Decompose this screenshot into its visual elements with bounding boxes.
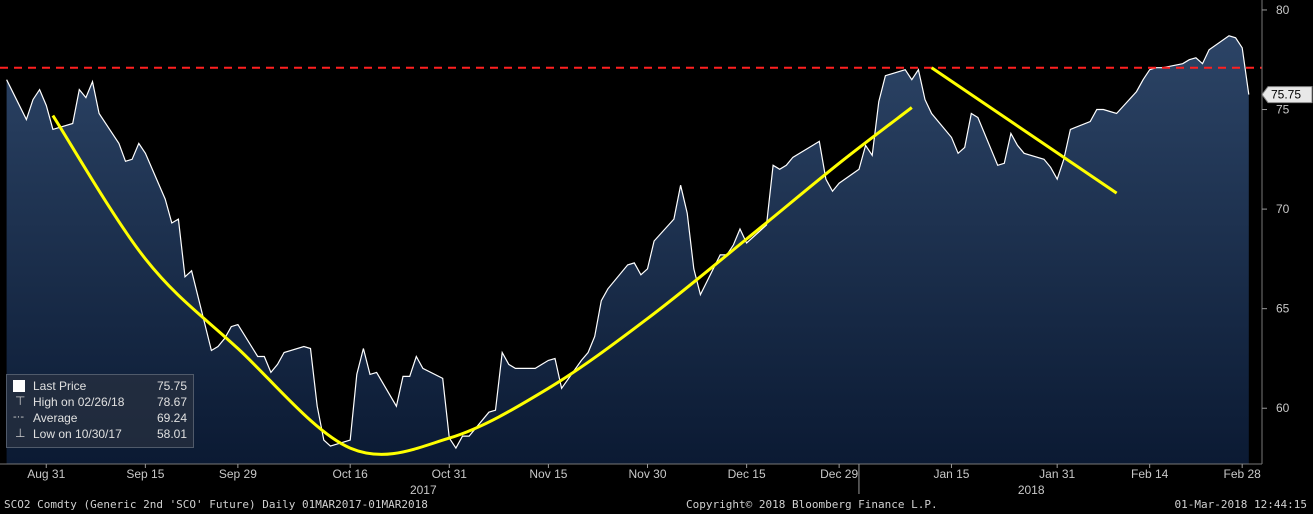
footer-copyright: Copyright© 2018 Bloomberg Finance L.P.	[686, 498, 938, 511]
legend-label: Average	[33, 411, 78, 425]
legend-entry-average: Average 69.24	[13, 411, 191, 426]
legend-value: 58.01	[156, 427, 187, 441]
y-tick-label: 75	[1276, 103, 1290, 117]
price-chart: 60 65 70 75 80 Aug 31 Sep 15 Sep 29 Oct 16 Oct 31…	[0, 0, 1313, 494]
x-year-label: 2018	[1018, 483, 1045, 494]
legend-label: Last Price	[33, 379, 87, 393]
low-marker-icon	[13, 426, 25, 440]
legend-value: 69.24	[156, 411, 187, 425]
legend-entry-low: Low on 10/30/17 58.01	[13, 426, 191, 442]
high-marker-icon	[13, 394, 25, 408]
last-price-value: 75.75	[1271, 88, 1301, 102]
y-tick-label: 80	[1276, 3, 1290, 17]
legend-entry-last-price: Last Price 75.75	[13, 379, 191, 394]
white-square-icon	[13, 380, 25, 392]
x-tick-label: Nov 15	[529, 467, 567, 481]
chart-legend: Last Price 75.75 High on 02/26/18 78.67 …	[6, 374, 194, 448]
y-tick-label: 60	[1276, 401, 1290, 415]
last-price-badge: 75.75	[1261, 86, 1313, 104]
x-tick-label: Dec 29	[820, 467, 858, 481]
x-tick-label: Oct 16	[333, 467, 369, 481]
x-tick-label: Nov 30	[629, 467, 667, 481]
y-tick-label: 65	[1276, 302, 1290, 316]
price-line	[6, 35, 1250, 450]
x-tick-label: Feb 28	[1223, 467, 1261, 481]
x-tick-label: Aug 31	[27, 467, 65, 481]
cup-curve	[51, 106, 913, 456]
x-tick-label: Jan 15	[933, 467, 969, 481]
chart-footer: SCO2 Comdty (Generic 2nd 'SCO' Future) D…	[0, 494, 1313, 514]
x-year-label: 2017	[410, 483, 437, 494]
x-tick-label: Dec 15	[728, 467, 766, 481]
footer-ticker: SCO2 Comdty (Generic 2nd 'SCO' Future) D…	[4, 498, 428, 511]
x-tick-label: Jan 31	[1039, 467, 1075, 481]
last-price-badge-bg	[1261, 86, 1313, 104]
y-tick-label: 70	[1276, 202, 1290, 216]
legend-entry-high: High on 02/26/18 78.67	[13, 394, 191, 410]
downtrend-line	[930, 66, 1118, 195]
legend-label: Low on 10/30/17	[33, 427, 122, 441]
x-tick-label: Feb 14	[1131, 467, 1169, 481]
price-area-fill	[6, 35, 1249, 465]
legend-label: High on 02/26/18	[33, 395, 125, 409]
average-marker-icon	[13, 411, 25, 424]
legend-value: 75.75	[156, 379, 187, 393]
x-tick-label: Sep 29	[219, 467, 257, 481]
x-tick-label: Oct 31	[432, 467, 468, 481]
x-tick-label: Sep 15	[126, 467, 164, 481]
legend-value: 78.67	[156, 395, 187, 409]
footer-timestamp: 01-Mar-2018 12:44:15	[1174, 498, 1307, 511]
